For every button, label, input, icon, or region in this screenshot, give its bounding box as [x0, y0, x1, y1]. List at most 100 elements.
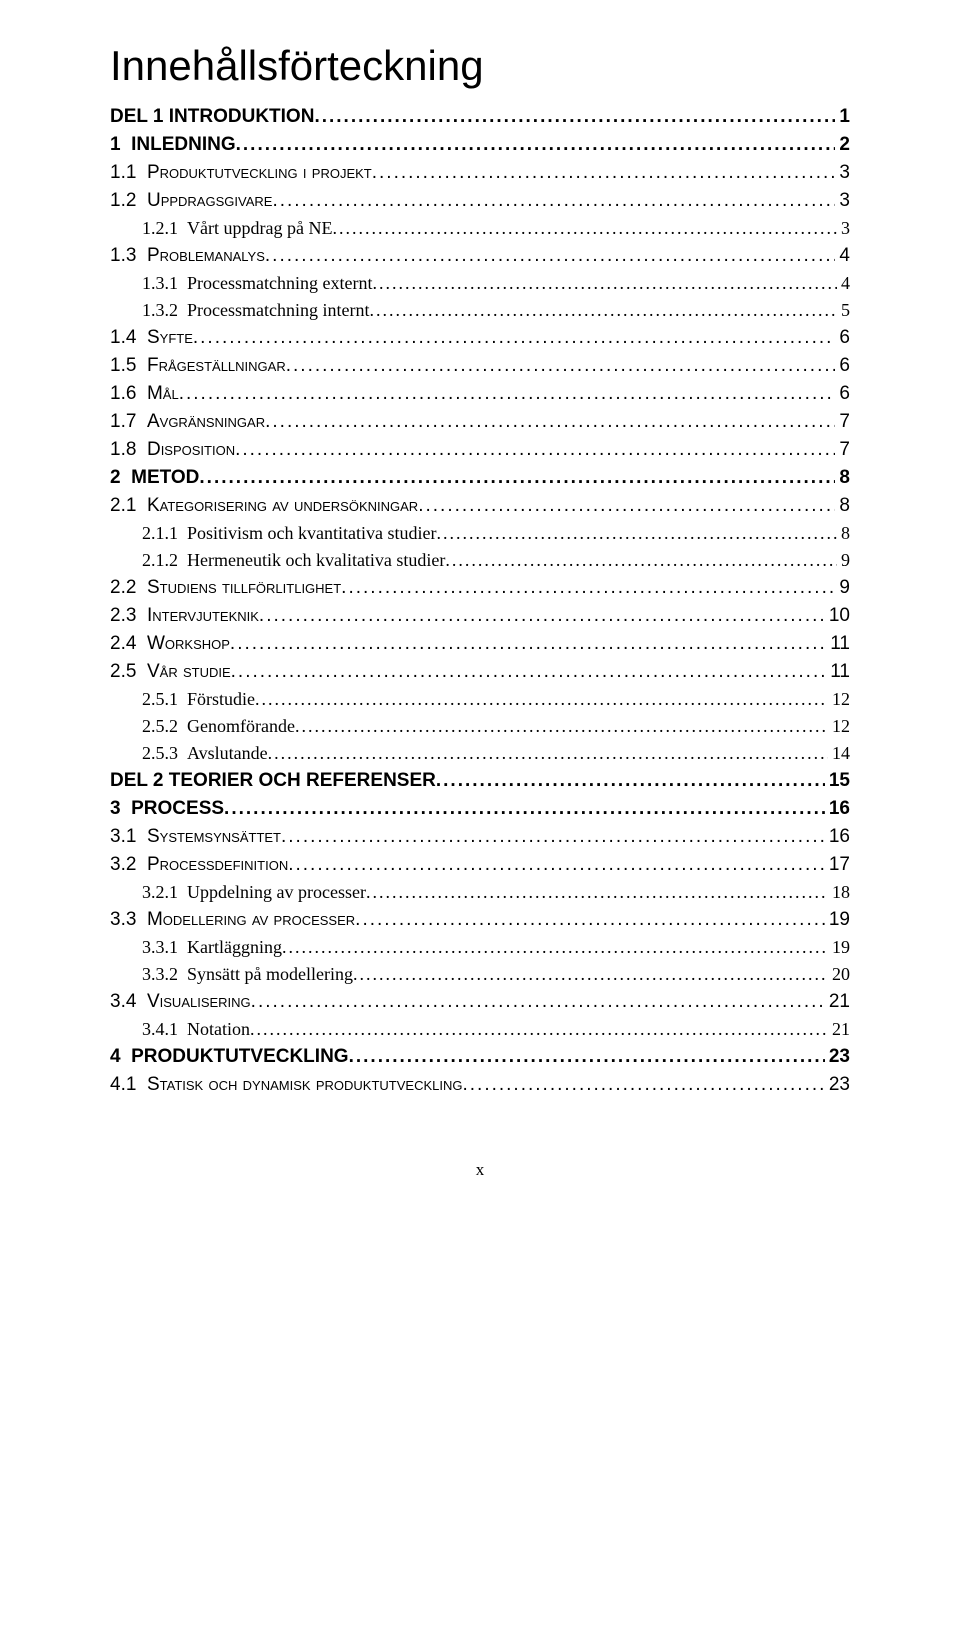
- toc-entry: 3.3.1 Kartläggning 19: [110, 937, 850, 958]
- toc-entry-label: 1.2 Uppdragsgivare: [110, 190, 272, 212]
- toc-entry-label: 1.8 Disposition: [110, 439, 235, 461]
- toc-leader: [436, 770, 825, 792]
- toc-leader: [295, 716, 828, 737]
- toc-entry-label: 3.2 Processdefinition: [110, 854, 288, 876]
- toc-entry-page: 7: [835, 439, 850, 461]
- toc-entry-page: 6: [835, 383, 850, 405]
- toc-entry-page: 16: [825, 826, 850, 848]
- toc-leader: [224, 798, 825, 820]
- toc-leader: [286, 355, 836, 377]
- toc-entry-page: 18: [828, 882, 850, 903]
- toc-entry-label: 1.5 Frågeställningar: [110, 355, 286, 377]
- toc-entry: 2.5 Vår studie11: [110, 661, 850, 683]
- toc-entry: 3.3 Modellering av processer 19: [110, 909, 850, 931]
- toc-leader: [314, 106, 835, 128]
- toc-entry-label: 2.1.2 Hermeneutik och kvalitativa studie…: [142, 550, 445, 571]
- toc-entry-page: 6: [835, 327, 850, 349]
- toc-entry-page: 19: [825, 909, 850, 931]
- toc-entry-page: 21: [825, 991, 850, 1013]
- toc-entry-label: 2.1.1 Positivism och kvantitativa studie…: [142, 523, 436, 544]
- toc-entry-page: 1: [835, 106, 850, 128]
- toc-entry-label: 3.3 Modellering av processer: [110, 909, 355, 931]
- toc-entry-label: 3.3.2 Synsätt på modellering: [142, 964, 353, 985]
- toc-list: Del 1 Introduktion 1 1 Inledning 2 1.1 Produ…: [110, 106, 850, 1096]
- toc-entry-label: 1.3 Problemanalys: [110, 245, 265, 267]
- toc-leader: [349, 1046, 825, 1068]
- toc-entry-page: 23: [825, 1046, 850, 1068]
- toc-leader: [372, 162, 836, 184]
- toc-entry-page: 21: [828, 1019, 850, 1040]
- toc-entry: 2.5.2 Genomförande12: [110, 716, 850, 737]
- toc-entry: 4.1 Statisk och dynamisk produktutveckli…: [110, 1074, 850, 1096]
- toc-entry-page: 19: [828, 937, 850, 958]
- toc-entry: 1.3.2 Processmatchning internt 5: [110, 300, 850, 321]
- toc-leader: [341, 577, 835, 599]
- toc-entry-label: 3.2.1 Uppdelning av processer: [142, 882, 366, 903]
- toc-entry-page: 17: [825, 854, 850, 876]
- toc-entry: 1.4 Syfte6: [110, 327, 850, 349]
- toc-entry: 2.1.1 Positivism och kvantitativa studie…: [110, 523, 850, 544]
- toc-leader: [193, 327, 836, 349]
- toc-entry: 1 Inledning 2: [110, 134, 850, 156]
- toc-entry-page: 7: [835, 411, 850, 433]
- toc-entry-label: 1 Inledning: [110, 134, 236, 156]
- toc-leader: [199, 467, 835, 489]
- toc-title: Innehållsförteckning: [110, 42, 850, 90]
- toc-entry: 4 Produktutveckling 23: [110, 1046, 850, 1068]
- toc-entry-label: Del 1 Introduktion: [110, 106, 314, 128]
- toc-entry-page: 8: [837, 523, 850, 544]
- toc-entry-page: 10: [825, 605, 850, 627]
- toc-leader: [265, 411, 835, 433]
- toc-entry-page: 11: [826, 661, 850, 683]
- toc-entry-page: 23: [825, 1074, 850, 1096]
- toc-entry-label: 2.5.2 Genomförande: [142, 716, 295, 737]
- toc-entry: 1.5 Frågeställningar 6: [110, 355, 850, 377]
- toc-leader: [250, 1019, 828, 1040]
- page: Innehållsförteckning Del 1 Introduktion 1…: [0, 0, 960, 1210]
- toc-leader: [418, 495, 835, 517]
- toc-entry: 3.4 Visualisering 21: [110, 991, 850, 1013]
- toc-leader: [272, 190, 835, 212]
- toc-leader: [366, 882, 828, 903]
- toc-leader: [332, 218, 837, 239]
- toc-leader: [353, 964, 828, 985]
- toc-entry-page: 20: [828, 964, 850, 985]
- toc-entry-page: 9: [837, 550, 850, 571]
- toc-entry: 2.5.1 Förstudie12: [110, 689, 850, 710]
- toc-entry-label: 3.4.1 Notation: [142, 1019, 250, 1040]
- toc-entry-page: 5: [837, 300, 850, 321]
- toc-entry-label: 1.3.2 Processmatchning internt: [142, 300, 369, 321]
- toc-entry: 1.1 Produktutveckling i projekt3: [110, 162, 850, 184]
- toc-entry-page: 3: [837, 218, 850, 239]
- toc-entry: 1.7 Avgränsningar7: [110, 411, 850, 433]
- toc-leader: [369, 300, 837, 321]
- toc-entry-page: 2: [835, 134, 850, 156]
- toc-entry-label: 2.5.1 Förstudie: [142, 689, 255, 710]
- toc-leader: [236, 134, 836, 156]
- toc-entry: 3 Process16: [110, 798, 850, 820]
- toc-entry-label: 3.1 Systemsynsättet: [110, 826, 281, 848]
- toc-entry-page: 6: [835, 355, 850, 377]
- toc-entry-label: 3.3.1 Kartläggning: [142, 937, 282, 958]
- toc-entry-label: 2.3 Intervjuteknik: [110, 605, 259, 627]
- toc-entry-label: 1.1 Produktutveckling i projekt: [110, 162, 372, 184]
- toc-entry: Del 2 Teorier och referenser15: [110, 770, 850, 792]
- toc-entry-label: 2.5.3 Avslutande: [142, 743, 268, 764]
- toc-entry-label: 1.3.1 Processmatchning externt: [142, 273, 372, 294]
- toc-entry: 3.2 Processdefinition 17: [110, 854, 850, 876]
- toc-entry: 1.2.1 Vårt uppdrag på NE3: [110, 218, 850, 239]
- toc-leader: [462, 1074, 824, 1096]
- toc-entry: 1.3.1 Processmatchning externt4: [110, 273, 850, 294]
- toc-entry-label: Del 2 Teorier och referenser: [110, 770, 436, 792]
- toc-entry-label: 4 Produktutveckling: [110, 1046, 349, 1068]
- toc-entry: 2.1 Kategorisering av undersökningar8: [110, 495, 850, 517]
- toc-entry-label: 4.1 Statisk och dynamisk produktutveckli…: [110, 1074, 462, 1096]
- toc-entry: 2.5.3 Avslutande14: [110, 743, 850, 764]
- page-number-footer: x: [110, 1160, 850, 1180]
- toc-entry-label: 2.4 Workshop: [110, 633, 230, 655]
- toc-entry: 3.4.1 Notation 21: [110, 1019, 850, 1040]
- toc-entry-page: 11: [826, 633, 850, 655]
- toc-entry-label: 3 Process: [110, 798, 224, 820]
- toc-leader: [282, 937, 828, 958]
- toc-entry-label: 3.4 Visualisering: [110, 991, 251, 1013]
